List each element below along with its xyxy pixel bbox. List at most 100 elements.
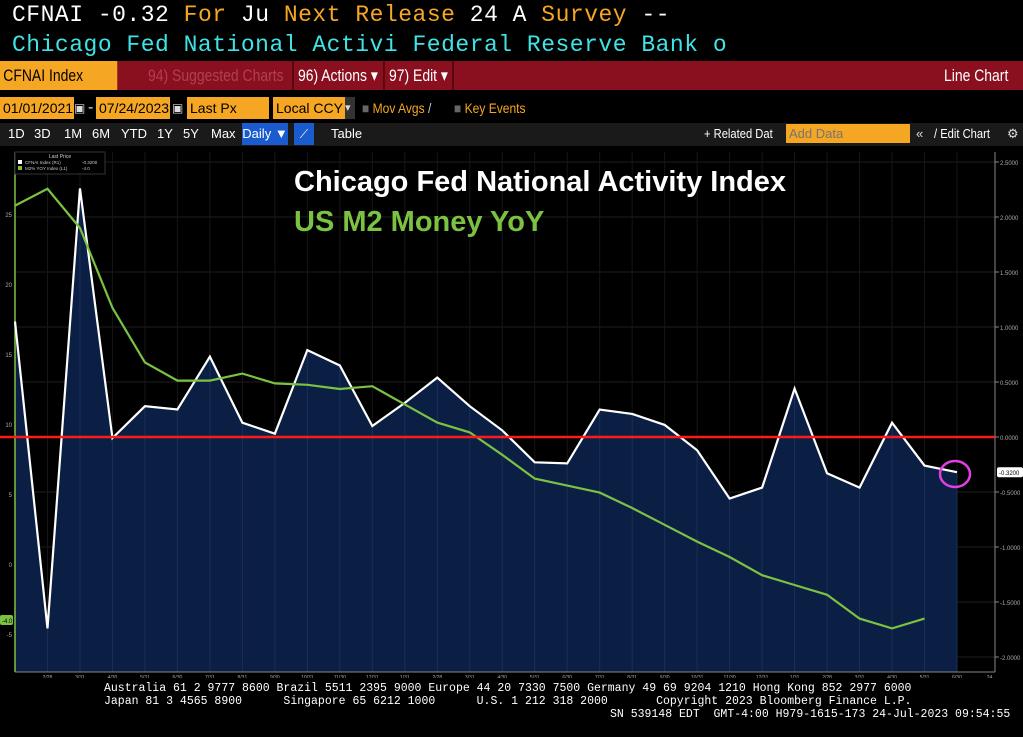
legend-header: Last Price: [49, 154, 71, 160]
chart-toolbar: CFNAI Index 94) Suggested Charts 96) Act…: [0, 61, 1023, 90]
x-tick-label: 3/31: [465, 675, 475, 678]
x-tick-label: 2/28: [822, 675, 832, 678]
range-button-1y[interactable]: 1Y: [157, 126, 173, 141]
survey-label: Survey: [541, 2, 628, 28]
date-separator: -: [88, 99, 94, 116]
actions-menu[interactable]: 96) Actions ▾: [298, 66, 378, 85]
key-events-label: Key Events: [464, 100, 526, 116]
x-tick-label: 3/31: [855, 675, 865, 678]
add-data-input[interactable]: [786, 124, 910, 143]
x-tick-label: 12/31: [756, 675, 769, 678]
start-date-input[interactable]: 01/01/2021: [0, 97, 74, 119]
table-button[interactable]: Table: [331, 126, 363, 141]
range-button-max[interactable]: Max: [211, 126, 236, 141]
x-tick-label: 7/31: [595, 675, 605, 678]
m2-line: [14, 187, 925, 630]
security-source: Federal Reserve Bank o: [412, 32, 728, 58]
highlight-circle: [938, 459, 972, 489]
x-tick-label: 4/30: [108, 675, 118, 678]
x-tick-label: 7/31: [205, 675, 215, 678]
left-last-tag: [0, 615, 13, 625]
range-button-5y[interactable]: 5Y: [183, 126, 199, 141]
range-button-ytd[interactable]: YTD: [121, 126, 147, 141]
security-description: Chicago Fed National Activi Federal Rese…: [12, 32, 727, 59]
currency-select[interactable]: Local CCY: [273, 97, 349, 119]
range-button-1m[interactable]: 1M: [64, 126, 83, 141]
mov-avgs-toggle[interactable]: ■ Mov Avgs /: [362, 100, 432, 116]
cfnai-area: [15, 188, 957, 672]
x-tick-label: 11/30: [334, 675, 346, 678]
right-last-label: -0.3200: [999, 471, 1020, 477]
right-tick-label: -2.0000: [1000, 656, 1021, 662]
edit-label: 97) Edit: [389, 66, 438, 85]
chart-subtitle: US M2 Money YoY: [294, 206, 544, 238]
legend-entry-name: CFNAI Index (R1): [25, 160, 61, 165]
end-date-input[interactable]: 07/24/2023: [96, 97, 170, 119]
footer-contacts: Australia 61 2 9777 8600 Brazil 5511 239…: [104, 682, 912, 695]
x-tick-label: 3/31: [75, 675, 85, 678]
right-tick-label: 0.0000: [1000, 436, 1019, 442]
related-data-button[interactable]: + Related Dat: [704, 126, 773, 141]
range-button-6m[interactable]: 6M: [92, 126, 111, 141]
mov-avgs-label: Mov Avgs: [372, 100, 425, 116]
x-tick-label: 6/30: [952, 675, 962, 678]
x-tick-label: 2/28: [432, 675, 442, 678]
security-name: Chicago Fed National Activi: [12, 32, 399, 58]
legend-swatch: [18, 166, 22, 170]
x-tick-label: 8/31: [238, 675, 248, 678]
frequency-label: Daily: [242, 126, 272, 141]
legend-entry-name: M2% YOY Index (L1): [25, 166, 68, 171]
chart-title: Chicago Fed National Activity Index: [294, 166, 786, 198]
range-button-3d[interactable]: 3D: [34, 126, 51, 141]
ticker: CFNAI: [12, 2, 84, 28]
left-tick-label: 5: [9, 493, 13, 499]
cfnai-line: [13, 188, 958, 629]
x-tick-label: 11/30: [724, 675, 736, 678]
x-tick-label: 10/31: [301, 675, 314, 678]
footer-copyright: Japan 81 3 4565 8900 Singapore 65 6212 1…: [104, 695, 912, 708]
right-tick-label: 2.0000: [1000, 216, 1019, 222]
x-tick-label: 12/31: [366, 675, 379, 678]
chart-type-label[interactable]: Line Chart: [944, 66, 1009, 85]
right-tick-label: 2.5000: [1000, 161, 1019, 167]
range-button-1d[interactable]: 1D: [8, 126, 25, 141]
calendar-icon[interactable]: ▣: [74, 101, 86, 115]
field-select[interactable]: Last Px: [187, 97, 269, 119]
actions-label: 96) Actions: [298, 66, 367, 85]
key-events-toggle[interactable]: ■ Key Events: [454, 100, 526, 116]
x-tick-label: 9/30: [270, 675, 280, 678]
x-tick-label: 5/31: [530, 675, 540, 678]
date-controls: 01/01/2021 ▣ - 07/24/2023 ▣ Last Px Loca…: [0, 97, 1023, 121]
edit-menu[interactable]: 97) Edit ▾: [389, 66, 448, 85]
next-release-value: 24 A: [469, 2, 527, 28]
x-tick-label: 2/28: [43, 675, 53, 678]
suggested-charts-button[interactable]: 94) Suggested Charts: [148, 66, 284, 85]
legend-entry-last: -4.0: [82, 166, 90, 171]
left-tick-label: 20: [5, 283, 12, 289]
collapse-icon[interactable]: «: [916, 126, 924, 141]
x-tick-label: 5/31: [140, 675, 150, 678]
x-tick-label: 1/31: [790, 675, 800, 678]
last-value-tag: [997, 467, 1023, 478]
x-tick-label: 10/31: [691, 675, 704, 678]
security-input[interactable]: CFNAI Index: [0, 61, 118, 90]
footer-session: SN 539148 EDT GMT-4:00 H979-1615-173 24-…: [610, 708, 1011, 721]
security-header: CFNAI -0.32 For Ju Next Release 24 A Sur…: [12, 2, 670, 29]
legend-box: [14, 151, 106, 175]
x-tick-label: 4/30: [497, 675, 507, 678]
gear-icon[interactable]: ⚙: [1007, 126, 1019, 141]
line-chart-icon[interactable]: ⟋: [294, 123, 314, 145]
x-tick-label: 9/30: [660, 675, 670, 678]
right-tick-label: 1.5000: [1000, 271, 1019, 277]
right-tick-label: -1.5000: [1000, 601, 1021, 607]
frequency-select[interactable]: Daily ▼: [242, 123, 288, 145]
right-tick-label: 1.0000: [1000, 326, 1019, 332]
left-last-label: -4.0: [2, 619, 13, 625]
x-tick-label: 6/30: [173, 675, 183, 678]
chevron-down-icon[interactable]: ▾: [345, 97, 355, 119]
survey-value: --: [641, 2, 671, 28]
edit-chart-button[interactable]: / Edit Chart: [934, 126, 990, 141]
calendar-icon[interactable]: ▣: [172, 101, 184, 115]
edit-chart-label: Edit Chart: [940, 126, 990, 141]
